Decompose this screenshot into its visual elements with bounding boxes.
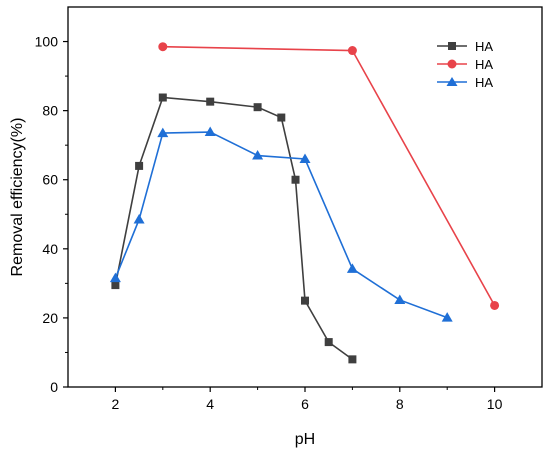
data-point <box>394 294 406 304</box>
y-axis-label: Removal efficiency(%) <box>9 118 26 277</box>
data-point <box>158 42 168 52</box>
x-tick-label: 2 <box>112 396 120 412</box>
legend-triangle-marker <box>446 77 458 86</box>
data-point <box>299 153 311 163</box>
series-line <box>162 45 496 306</box>
data-point <box>158 93 167 102</box>
legend-square-marker <box>448 42 456 50</box>
legend: HA HA HA <box>437 39 493 90</box>
data-point <box>346 263 358 273</box>
data-point <box>277 113 286 122</box>
data-point <box>347 46 357 56</box>
x-tick-label: 6 <box>301 396 309 412</box>
legend-circle-marker <box>447 59 457 69</box>
x-tick-label: 10 <box>487 396 503 412</box>
y-tick-label: 20 <box>42 310 58 326</box>
x-tick-label: 8 <box>396 396 404 412</box>
y-tick-label: 60 <box>42 172 58 188</box>
data-point <box>301 296 309 305</box>
x-tick-label: 4 <box>206 396 214 412</box>
data-point <box>135 161 144 170</box>
data-point <box>253 103 262 112</box>
data-point <box>291 175 300 184</box>
data-point <box>348 355 357 364</box>
data-point <box>324 338 333 347</box>
series-line <box>114 131 448 319</box>
series-layer <box>109 42 500 364</box>
data-point <box>157 127 169 138</box>
legend-entry: HA <box>437 39 493 54</box>
data-point <box>490 300 500 310</box>
data-point <box>109 272 121 283</box>
data-point <box>441 312 453 322</box>
data-point <box>252 150 264 160</box>
y-tick-label: 80 <box>42 103 58 119</box>
legend-label: HA <box>475 75 493 90</box>
data-point <box>206 97 215 106</box>
data-point <box>111 281 120 290</box>
legend-entry: HA <box>437 57 493 72</box>
y-tick-label: 100 <box>35 34 59 50</box>
legend-label: HA <box>475 57 493 72</box>
y-tick-label: 0 <box>50 379 58 395</box>
series <box>111 93 357 364</box>
legend-label: HA <box>475 39 493 54</box>
data-point <box>204 126 216 137</box>
series-line <box>114 96 353 361</box>
legend-entry: HA <box>437 75 493 90</box>
x-axis-label: pH <box>295 431 315 448</box>
series <box>158 42 500 310</box>
plot-frame <box>67 6 543 388</box>
series <box>109 126 453 322</box>
y-tick-label: 40 <box>42 241 58 257</box>
data-point <box>133 213 145 224</box>
